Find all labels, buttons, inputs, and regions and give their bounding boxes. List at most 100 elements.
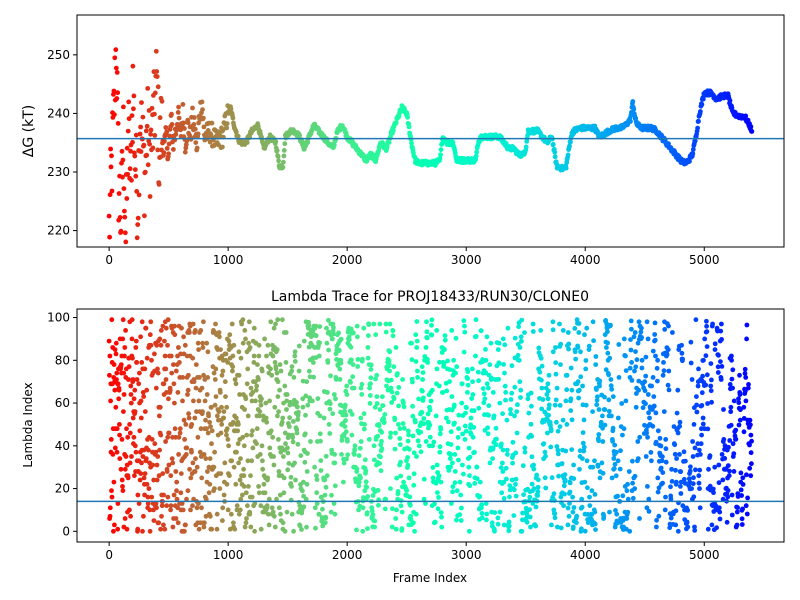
bottom-data-point <box>424 335 430 341</box>
bottom-data-point <box>419 364 425 370</box>
bottom-data-point <box>514 430 520 436</box>
bottom-data-point <box>244 516 249 521</box>
top-data-point <box>124 196 130 201</box>
bottom-data-point <box>292 353 298 359</box>
top-data-point <box>145 162 151 168</box>
bottom-data-point <box>719 337 724 342</box>
bottom-data-point <box>643 373 649 379</box>
bottom-data-point <box>232 377 238 382</box>
top-data-point <box>552 154 558 160</box>
bottom-data-point <box>116 387 122 393</box>
bottom-data-point <box>374 394 380 399</box>
top-data-point <box>281 148 287 153</box>
bottom-data-point <box>318 468 324 473</box>
bottom-data-point <box>131 396 137 402</box>
bottom-data-point <box>289 368 295 374</box>
bottom-data-point <box>455 435 461 440</box>
bottom-data-point <box>608 322 613 328</box>
bottom-data-point <box>451 402 457 408</box>
bottom-data-point <box>195 340 201 346</box>
bottom-data-point <box>368 362 374 368</box>
bottom-data-point <box>240 317 246 323</box>
bottom-data-point <box>459 505 464 511</box>
bottom-data-point <box>118 362 124 367</box>
bottom-data-point <box>112 445 118 451</box>
bottom-data-point <box>337 377 343 382</box>
bottom-data-point <box>277 362 283 367</box>
bottom-data-point <box>173 434 179 440</box>
bottom-data-point <box>748 450 754 456</box>
bottom-data-point <box>612 442 618 448</box>
bottom-data-point <box>314 501 320 506</box>
bottom-data-point <box>398 459 403 465</box>
bottom-data-point <box>423 345 429 350</box>
bottom-data-point <box>342 402 348 408</box>
bottom-data-point <box>247 511 253 517</box>
top-data-point <box>114 70 120 75</box>
bottom-data-point <box>223 351 229 357</box>
bottom-data-point <box>654 517 659 523</box>
bottom-data-point <box>177 426 183 432</box>
bottom-data-point <box>583 402 589 408</box>
bottom-data-point <box>561 483 567 489</box>
bottom-data-point <box>495 347 501 352</box>
top-data-point <box>163 125 169 130</box>
bottom-data-point <box>174 488 179 494</box>
top-data-point <box>273 139 279 145</box>
bottom-data-point <box>701 357 706 363</box>
bottom-data-point <box>393 345 399 350</box>
bottom-data-point <box>130 415 136 421</box>
bottom-data-point <box>696 366 701 372</box>
bottom-data-point <box>349 412 355 417</box>
bottom-data-point <box>305 451 310 456</box>
bottom-data-point <box>584 458 590 464</box>
bottom-data-point <box>148 319 154 325</box>
bottom-data-point <box>270 434 276 440</box>
bottom-data-point <box>143 325 149 331</box>
bottom-data-point <box>156 473 162 479</box>
bottom-data-point <box>109 488 114 494</box>
bottom-data-point <box>451 357 456 363</box>
bottom-data-point <box>548 423 553 428</box>
bottom-data-point <box>413 359 419 364</box>
bottom-data-point <box>658 443 664 449</box>
bottom-data-point <box>169 370 175 376</box>
bottom-data-point <box>394 507 399 513</box>
bottom-data-point <box>719 452 725 457</box>
bottom-data-point <box>507 494 512 500</box>
bottom-data-point <box>600 439 606 444</box>
bottom-data-point <box>437 449 443 455</box>
top-data-point <box>182 126 187 131</box>
bottom-data-point <box>134 377 140 382</box>
bottom-data-point <box>611 456 617 461</box>
bottom-data-point <box>695 383 701 389</box>
top-data-point <box>182 149 188 155</box>
bottom-data-point <box>259 396 264 402</box>
bottom-data-point <box>743 398 749 404</box>
bottom-data-point <box>256 484 261 489</box>
bottom-data-point <box>351 330 356 336</box>
bottom-data-point <box>697 467 703 473</box>
bottom-data-point <box>299 527 304 532</box>
bottom-data-point <box>593 354 599 359</box>
bottom-data-point <box>133 449 139 455</box>
bottom-data-point <box>183 422 189 427</box>
bottom-data-point <box>149 357 154 363</box>
bottom-data-point <box>580 430 586 435</box>
bottom-data-point <box>747 465 753 471</box>
bottom-data-point <box>580 456 585 461</box>
bottom-data-point <box>263 400 269 406</box>
bottom-data-point <box>294 430 300 436</box>
bottom-data-point <box>740 482 746 487</box>
top-data-point <box>152 133 158 138</box>
bottom-data-point <box>702 336 708 342</box>
bottom-data-point <box>553 371 559 377</box>
bottom-data-point <box>176 452 182 457</box>
bottom-data-point <box>518 387 524 393</box>
bottom-data-point <box>602 422 608 428</box>
bottom-data-point <box>369 508 375 514</box>
top-data-point <box>200 107 205 112</box>
bottom-data-point <box>271 325 277 331</box>
bottom-data-point <box>384 383 389 389</box>
bottom-data-point <box>166 430 172 436</box>
